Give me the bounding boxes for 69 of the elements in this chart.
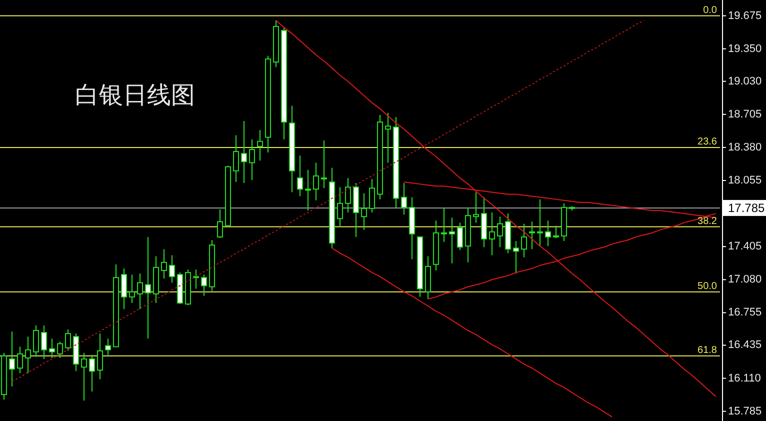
candlestick: [89, 354, 95, 392]
candlestick: [145, 236, 151, 340]
line-series: [276, 20, 716, 398]
candlestick: [345, 177, 351, 214]
candlestick: [513, 240, 519, 274]
candlestick: [241, 120, 247, 184]
text: 白银日线图: [75, 81, 195, 109]
candlestick: [321, 140, 327, 189]
candlestick: [473, 192, 479, 224]
candlestick: [249, 138, 255, 180]
y-tick-label: 19.350: [728, 42, 762, 55]
candlestick: [441, 206, 447, 243]
y-tick-label: 16.110: [728, 372, 761, 384]
candlestick: [81, 352, 87, 402]
y-tick-label: 18.705: [728, 108, 762, 120]
candlestick: [137, 273, 143, 310]
candlestick: [9, 331, 15, 387]
candlestick: [25, 336, 31, 374]
y-tick-label: 19.675: [728, 10, 762, 22]
candlestick: [57, 341, 63, 358]
candlestick: [449, 217, 455, 264]
candlestick: [217, 208, 223, 238]
y-tick-label: 16.435: [728, 339, 762, 352]
annotation: 61.8: [698, 344, 718, 356]
candlestick: [497, 216, 503, 248]
candlestick: [49, 338, 55, 358]
line-series: [332, 248, 612, 418]
candlestick: [41, 324, 47, 360]
y-tick-label: 15.785: [728, 405, 762, 418]
candlestick: [105, 338, 111, 356]
candlestick: [545, 220, 551, 247]
annotation: 23.6: [698, 136, 718, 148]
candlestick: [369, 178, 375, 214]
candlestick: [305, 169, 311, 211]
candlestick: [361, 192, 367, 230]
y-tick-label: 16.755: [728, 306, 762, 319]
candlestick: [537, 198, 543, 247]
candlestick: [385, 112, 391, 164]
candlestick: [529, 221, 535, 250]
annotation: 0.0: [703, 4, 718, 16]
y-tick-label: 18.380: [728, 141, 762, 154]
candlestick: [129, 274, 135, 304]
line-series: [12, 20, 644, 382]
candlestick: [193, 268, 199, 290]
candlestick: [313, 162, 319, 201]
candlestick: [257, 130, 263, 162]
candlestick: [489, 212, 495, 256]
candlestick: [97, 333, 103, 380]
candlestick: [457, 222, 463, 251]
candlestick: [337, 186, 343, 228]
candlestick: [401, 182, 407, 216]
y-tick-label: 17.080: [728, 274, 762, 286]
annotation: 50.0: [698, 280, 718, 292]
candlestick: [233, 134, 239, 183]
candlestick: [169, 254, 175, 284]
candlestick: [121, 268, 127, 310]
y-tick-label: 19.030: [728, 75, 762, 88]
candlestick: [161, 248, 167, 280]
ref-line-label: 17.785: [728, 200, 766, 215]
candlestick: [65, 328, 71, 352]
y-tick-label: 18.055: [728, 174, 762, 186]
candlestick: [33, 324, 39, 358]
y-tick-label: 17.405: [728, 240, 762, 253]
candlestick: [17, 346, 23, 374]
candlestick: [297, 155, 303, 197]
candlestick: [553, 225, 559, 238]
candlestick: [521, 223, 527, 258]
candlestick: [201, 274, 207, 296]
annotation: 38.2: [698, 216, 718, 227]
